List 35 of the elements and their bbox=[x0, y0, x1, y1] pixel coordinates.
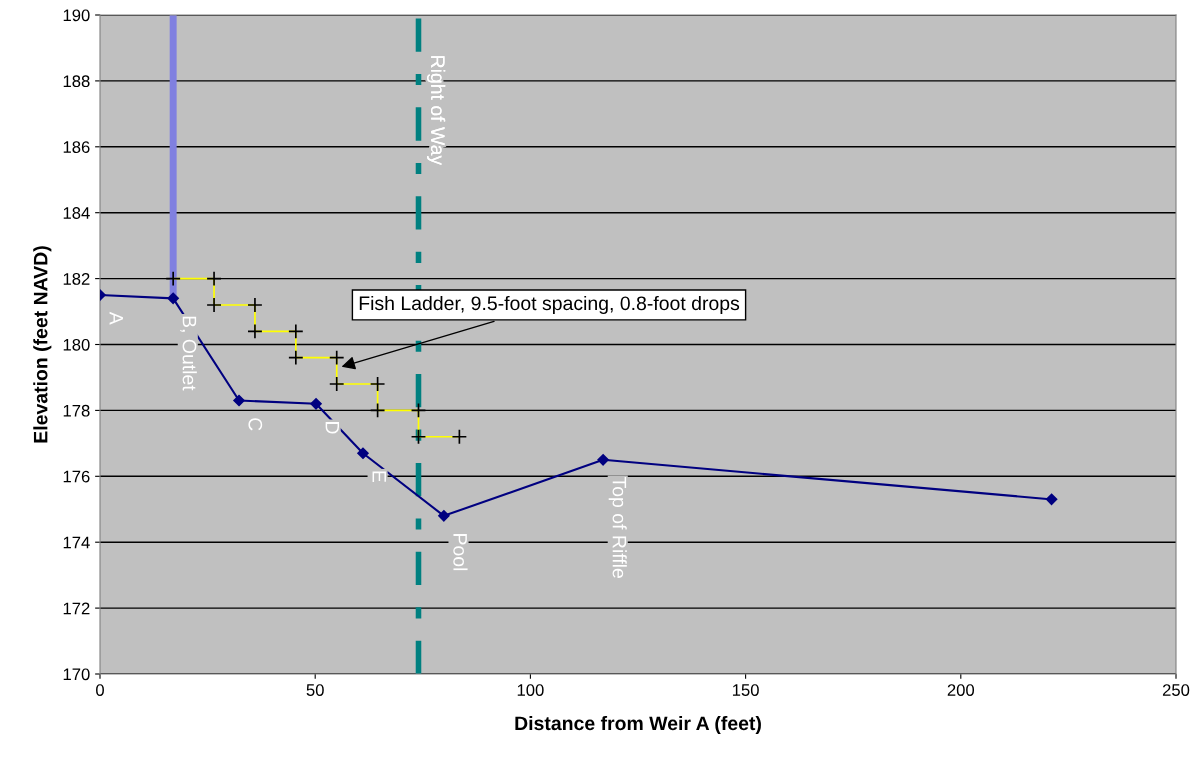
x-tick-label: 250 bbox=[1162, 684, 1190, 696]
y-tick-label: 174 bbox=[63, 536, 90, 549]
y-tick-label: 178 bbox=[63, 404, 90, 417]
point bbox=[357, 447, 369, 459]
x-tick-label: 50 bbox=[306, 684, 324, 696]
x-tick-label: 0 bbox=[96, 684, 104, 696]
annotation: Top of Riffle bbox=[608, 476, 627, 578]
point bbox=[310, 398, 322, 410]
point bbox=[1045, 493, 1058, 506]
y-axis-title: Elevation (feet NAVD) bbox=[33, 246, 52, 443]
annotation: A bbox=[109, 311, 123, 325]
x-tick-label: 100 bbox=[517, 684, 544, 696]
y-tick-label: 170 bbox=[63, 668, 90, 681]
y-tick-label: 190 bbox=[63, 9, 90, 22]
x-tick-label: 150 bbox=[732, 684, 759, 696]
x-tick-label: 200 bbox=[947, 684, 975, 696]
y-tick-label: 180 bbox=[63, 338, 90, 351]
point bbox=[438, 510, 450, 522]
ref-line-label: Right of Way bbox=[427, 56, 446, 166]
annotation: C bbox=[248, 418, 263, 431]
point bbox=[233, 394, 245, 407]
y-tick-label: 176 bbox=[63, 470, 90, 483]
annotation: B, Outlet bbox=[180, 316, 197, 391]
y-tick-label: 188 bbox=[63, 75, 90, 88]
point bbox=[597, 454, 609, 466]
y-tick-label: 184 bbox=[63, 207, 90, 219]
annotation: D bbox=[325, 422, 340, 434]
point bbox=[167, 292, 179, 305]
y-tick-label: 186 bbox=[63, 141, 90, 153]
annotation: Fish Ladder, 9.5-foot spacing, 0.8-foot drops bbox=[359, 295, 740, 315]
annotation: Pool bbox=[453, 534, 468, 571]
annotation: E bbox=[372, 471, 386, 483]
y-tick-label: 182 bbox=[63, 273, 90, 285]
x-axis-title: Distance from Weir A (feet) bbox=[515, 715, 761, 735]
y-tick-label: 172 bbox=[63, 602, 90, 615]
